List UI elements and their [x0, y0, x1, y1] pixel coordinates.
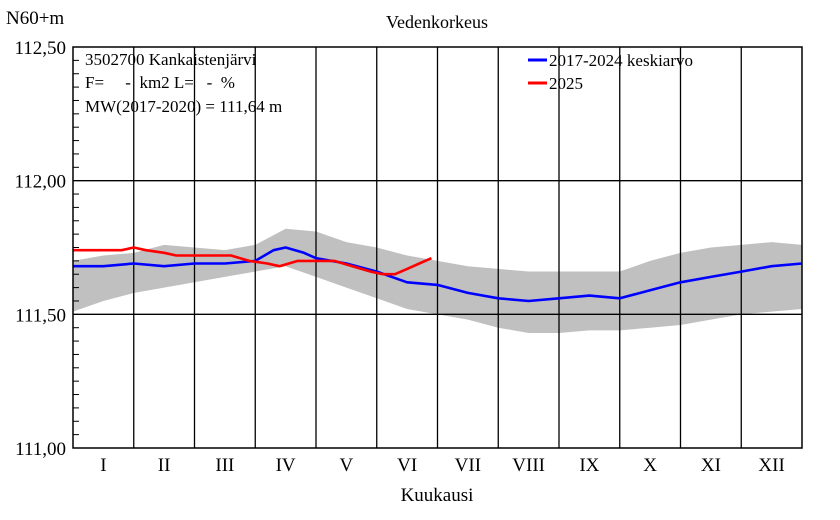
y-tick-label-1: 111,50: [15, 305, 66, 326]
info-box: 3502700 Kankaistenjärvi F= - km2 L= - % …: [85, 50, 282, 116]
y-tick-label-3: 112,50: [14, 38, 66, 59]
series-layer: [73, 246, 803, 303]
legend-label-mean: 2017-2024 keskiarvo: [549, 51, 693, 70]
plot-frame: [72, 46, 803, 449]
y-tick-label-2: 112,00: [14, 172, 66, 193]
legend-label-2025: 2025: [549, 74, 583, 93]
series-line-0: [73, 246, 803, 303]
x-tick-labels: I II III IV V VI VII VIII IX X XI XII: [100, 455, 785, 476]
y-tick-labels: 111,00 111,50 112,00 112,50: [14, 38, 66, 460]
month-label-II: II: [158, 455, 171, 476]
month-label-XII: XII: [758, 455, 784, 476]
month-label-V: V: [340, 455, 354, 476]
mean-water-level: MW(2017-2020) = 111,64 m: [85, 97, 282, 116]
series-line-1: [73, 246, 432, 276]
x-axis-label: Kuukausi: [401, 485, 474, 506]
legend: 2017-2024 keskiarvo 2025: [528, 51, 693, 93]
axis-ticks-layer: [73, 59, 79, 436]
month-label-XI: XI: [701, 455, 721, 476]
chart-title: Vedenkorkeus: [386, 12, 488, 32]
catchment-info: F= - km2 L= - %: [85, 73, 235, 92]
station-name: 3502700 Kankaistenjärvi: [85, 50, 257, 69]
grid-layer: [73, 47, 802, 448]
month-label-I: I: [100, 455, 106, 476]
month-label-III: III: [215, 455, 234, 476]
y-axis-label: N60+m: [6, 8, 64, 29]
month-label-IX: IX: [579, 455, 599, 476]
month-label-IV: IV: [276, 455, 296, 476]
month-label-VII: VII: [455, 455, 481, 476]
month-label-VIII: VIII: [512, 455, 545, 476]
y-tick-label-0: 111,00: [15, 439, 66, 460]
month-label-VI: VI: [397, 455, 417, 476]
month-label-X: X: [643, 455, 657, 476]
